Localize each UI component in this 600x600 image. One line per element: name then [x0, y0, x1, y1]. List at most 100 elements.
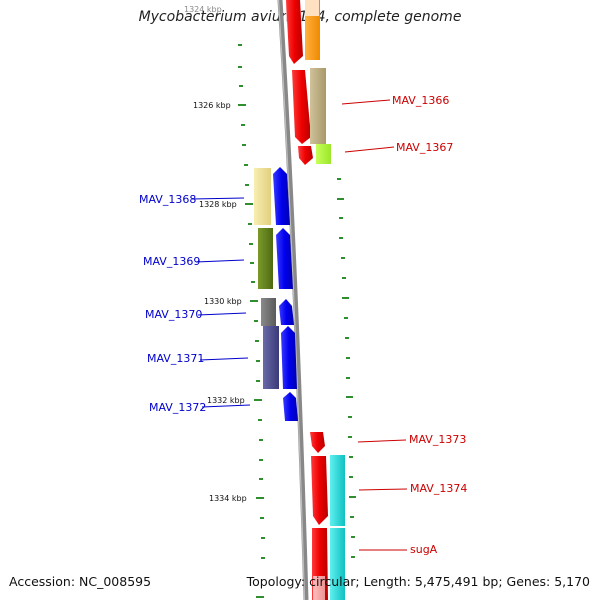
ruler-tick	[251, 281, 255, 283]
ruler-tick	[345, 337, 349, 339]
ruler-tick	[342, 277, 346, 279]
ruler-tick	[261, 557, 265, 559]
accession-text: Accession: NC_008595	[9, 574, 152, 589]
ruler-tick	[250, 262, 254, 264]
label-leaders	[191, 99, 408, 551]
ruler-tick-major	[238, 104, 246, 106]
ruler-tick	[261, 537, 265, 539]
ruler-tick	[259, 459, 263, 461]
cog-bar-orange-light[interactable]	[305, 0, 319, 16]
gene-arrow-mav1370[interactable]	[279, 299, 294, 325]
ruler-tick-major	[337, 198, 344, 200]
leader-mav1366	[341, 99, 391, 105]
leader-mav1369	[195, 259, 245, 263]
ruler-tick	[339, 237, 343, 239]
cog-bar-mav1368[interactable]	[254, 168, 271, 225]
ruler-tick-major	[250, 300, 258, 302]
ruler-tick	[337, 178, 341, 180]
ruler-tick-major	[349, 496, 356, 498]
ruler-tick	[346, 357, 350, 359]
cog-bar-mav1366[interactable]	[310, 68, 326, 144]
cog-bar-mav1369[interactable]	[258, 228, 273, 289]
ruler-tick	[349, 456, 353, 458]
ruler-tick	[259, 439, 263, 441]
ruler-tick	[254, 320, 258, 322]
ruler-tick-major	[346, 396, 353, 398]
gene-label-mav1368[interactable]: MAV_1368	[139, 193, 196, 206]
ruler-tick	[348, 436, 352, 438]
gene-arrow-mav1371[interactable]	[281, 326, 297, 389]
cog-bar-suga-pink[interactable]	[313, 576, 325, 600]
ruler-tick	[344, 317, 348, 319]
reverse-gene-labels: MAV_1368 MAV_1369 MAV_1370 MAV_1371 MAV_…	[139, 193, 206, 414]
gene-label-mav1371[interactable]: MAV_1371	[147, 352, 204, 365]
ruler-label-1328: 1328 kbp	[199, 200, 237, 209]
gene-label-mav1367[interactable]: MAV_1367	[396, 141, 453, 154]
cog-bar-mav1367[interactable]	[316, 144, 331, 164]
ruler-tick	[238, 44, 242, 46]
ruler-tick	[249, 243, 253, 245]
ruler-label-1334: 1334 kbp	[209, 494, 247, 503]
ruler-tick	[245, 184, 249, 186]
ruler-ticks-top	[238, 44, 265, 598]
genome-backbone	[277, 0, 309, 600]
ruler-tick-major	[256, 497, 264, 499]
ruler-tick	[341, 257, 345, 259]
gene-arrow-mav1368[interactable]	[273, 167, 290, 225]
ruler-tick	[239, 85, 243, 87]
gene-label-mav1366[interactable]: MAV_1366	[392, 94, 449, 107]
ruler-tick-major	[342, 297, 349, 299]
ruler-tick	[255, 340, 259, 342]
ruler-tick	[346, 377, 350, 379]
ruler-tick	[258, 419, 262, 421]
ruler-tick	[260, 517, 264, 519]
ruler-tick	[248, 223, 252, 225]
ruler-tick	[350, 516, 354, 518]
leader-mav1372	[201, 404, 251, 408]
ruler-tick	[349, 476, 353, 478]
gene-label-mav1373[interactable]: MAV_1373	[409, 433, 466, 446]
ruler-tick	[238, 66, 242, 68]
cog-bar-mav1374[interactable]	[330, 455, 345, 526]
leader-mav1373	[357, 439, 407, 443]
ruler-tick	[256, 380, 260, 382]
ruler-tick	[259, 478, 263, 480]
cog-bar-mav1370[interactable]	[261, 298, 276, 326]
gene-arrow-mav1374[interactable]	[311, 456, 328, 525]
cog-bar-suga[interactable]	[330, 528, 345, 600]
gene-label-suga[interactable]: sugA	[410, 543, 438, 556]
gene-arrow-mav1367[interactable]	[298, 146, 313, 165]
gene-label-mav1369[interactable]: MAV_1369	[143, 255, 200, 268]
gene-arrow-forward-top-main[interactable]	[286, 0, 303, 64]
gene-arrow-mav1372[interactable]	[283, 392, 298, 421]
leader-mav1371	[199, 357, 249, 361]
ruler-ticks-right	[337, 178, 356, 558]
ruler-tick-major	[254, 399, 262, 401]
gene-label-mav1372[interactable]: MAV_1372	[149, 401, 206, 414]
leader-mav1367	[344, 146, 395, 153]
genome-backbone-highlight	[277, 0, 306, 600]
gene-arrow-mav1369[interactable]	[276, 228, 293, 289]
ruler-label-1332: 1332 kbp	[207, 396, 245, 405]
ruler-tick	[348, 416, 352, 418]
ruler-label-1330: 1330 kbp	[204, 297, 242, 306]
leader-mav1374	[358, 488, 408, 491]
ruler-tick-major	[245, 203, 253, 205]
ruler-labels: 1324 kbp 1326 kbp 1328 kbp 1330 kbp 1332…	[184, 5, 247, 503]
cog-bar-mav1371[interactable]	[263, 326, 279, 389]
ruler-tick	[339, 217, 343, 219]
genome-summary-text: Topology: circular; Length: 5,475,491 bp…	[246, 574, 590, 589]
ruler-tick	[351, 556, 355, 558]
forward-strand-genes	[286, 0, 345, 600]
forward-gene-labels: MAV_1366 MAV_1367 MAV_1373 MAV_1374 sugA	[392, 94, 467, 556]
gene-arrow-mav1373[interactable]	[310, 432, 325, 453]
ruler-tick	[244, 164, 248, 166]
gene-label-mav1370[interactable]: MAV_1370	[145, 308, 202, 321]
ruler-tick	[241, 124, 245, 126]
gene-arrow-mav1366[interactable]	[292, 70, 311, 144]
gene-label-mav1374[interactable]: MAV_1374	[410, 482, 467, 495]
ruler-label-1324: 1324 kbp	[184, 5, 222, 14]
ruler-tick	[256, 360, 260, 362]
ruler-label-1326: 1326 kbp	[193, 101, 231, 110]
